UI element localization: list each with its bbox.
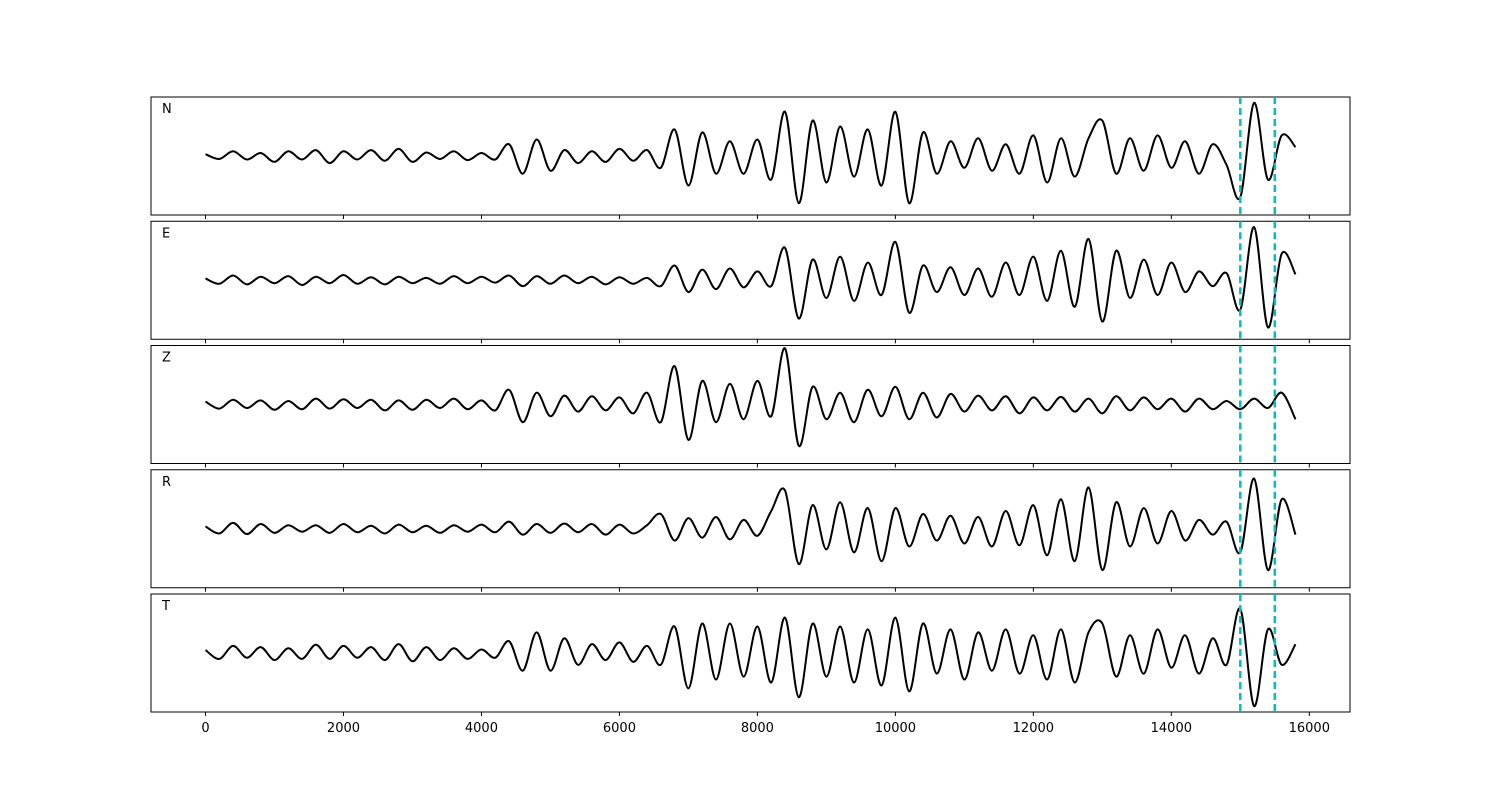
panel-label: E — [162, 226, 170, 241]
trace — [204, 347, 1297, 447]
panel-label: Z — [162, 351, 171, 366]
panel-label: N — [162, 102, 172, 117]
panel-frame — [150, 96, 1351, 216]
x-tick-label: 12000 — [1013, 721, 1054, 736]
x-tick-label: 6000 — [603, 721, 636, 736]
trace — [204, 477, 1297, 572]
x-tick-label: 10000 — [875, 721, 916, 736]
x-tick-label: 0 — [201, 721, 209, 736]
panel-frame — [150, 220, 1351, 340]
panel-label: R — [162, 475, 171, 490]
panel-frame — [150, 469, 1351, 589]
panel-frame — [150, 593, 1351, 713]
panel-frame — [150, 345, 1351, 464]
trace — [205, 101, 1297, 205]
x-tick-label: 8000 — [741, 721, 774, 736]
x-tick-label: 4000 — [465, 721, 498, 736]
trace — [204, 607, 1297, 708]
x-tick-label: 2000 — [327, 721, 360, 736]
x-tick-label: 16000 — [1289, 721, 1330, 736]
trace — [205, 226, 1297, 329]
panel-label: T — [161, 599, 170, 614]
x-tick-label: 14000 — [1151, 721, 1192, 736]
